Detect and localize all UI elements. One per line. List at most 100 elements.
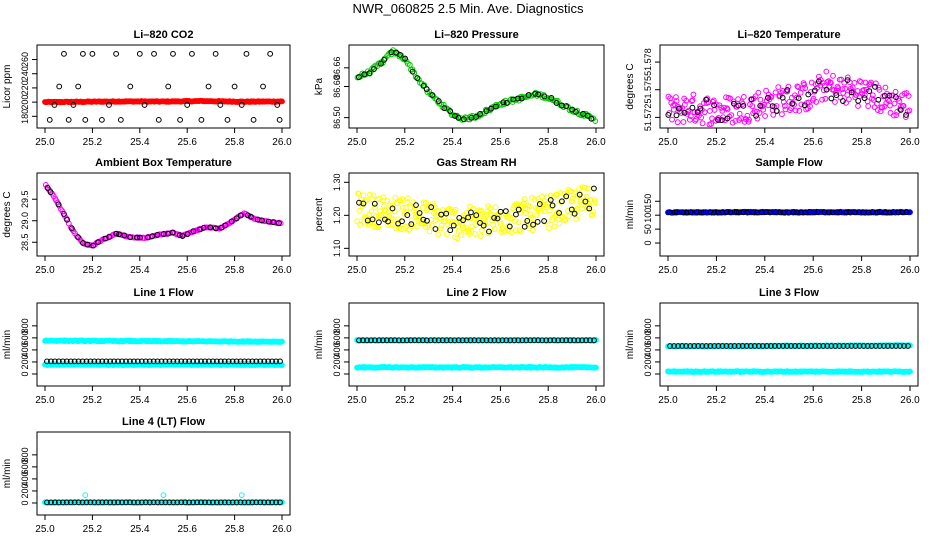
data-point: [538, 193, 545, 200]
data-point: [238, 102, 245, 108]
data-point: [515, 219, 522, 226]
data-point: [886, 209, 893, 216]
data-point: [493, 103, 499, 110]
data-point: [205, 83, 212, 90]
data-point: [718, 104, 725, 111]
data-point: [449, 218, 456, 225]
data-point: [506, 223, 513, 230]
data-point: [151, 50, 157, 57]
data-point: [63, 499, 70, 506]
data-point: [84, 241, 91, 248]
data-point: [415, 337, 422, 344]
data-point: [588, 115, 595, 122]
x-tick-label: 25.4: [755, 137, 775, 148]
data-point: [798, 101, 805, 108]
data-point: [515, 95, 521, 102]
series-sample-flow-samples-: [666, 208, 910, 216]
data-point: [749, 103, 756, 109]
data-point: [531, 337, 538, 344]
data-point: [366, 191, 373, 198]
y-tick-label: 400: [20, 342, 30, 357]
data-point: [763, 343, 770, 349]
data-point: [429, 222, 435, 229]
data-point: [573, 216, 580, 222]
y-axis-label: ml/min: [625, 330, 636, 359]
data-point: [228, 218, 235, 225]
data-point: [424, 217, 430, 224]
data-point: [556, 220, 563, 227]
data-point: [497, 208, 504, 215]
data-point: [222, 222, 229, 229]
data-point: [544, 200, 551, 207]
plot-frame: [36, 431, 291, 516]
data-point: [828, 80, 834, 86]
data-point: [532, 204, 539, 211]
data-point: [792, 343, 798, 349]
data-point: [138, 358, 145, 365]
data-point: [71, 499, 78, 506]
data-point: [891, 100, 898, 107]
series-line-3-black-row: [667, 343, 911, 349]
data-point: [755, 343, 762, 349]
data-point: [399, 196, 406, 202]
data-point: [687, 343, 694, 349]
data-point: [99, 499, 106, 506]
data-point: [861, 92, 868, 99]
plot-frame: [36, 44, 291, 129]
data-point: [473, 212, 480, 219]
data-point: [670, 106, 677, 113]
data-point: [89, 50, 96, 57]
data-point: [142, 499, 149, 506]
data-point: [368, 337, 374, 344]
data-point: [435, 337, 442, 344]
data-point: [409, 66, 416, 73]
data-point: [363, 197, 370, 204]
data-point: [900, 102, 907, 109]
data-point: [592, 199, 599, 206]
data-point: [213, 499, 220, 506]
data-point: [375, 219, 382, 226]
data-point: [427, 337, 434, 344]
data-point: [385, 218, 391, 225]
x-tick-label: 25.4: [130, 265, 150, 276]
data-point: [182, 358, 189, 365]
data-point: [60, 211, 67, 217]
data-point: [71, 358, 78, 365]
data-point: [372, 337, 378, 344]
data-point: [892, 343, 899, 349]
y-axis-label: percent: [314, 198, 325, 232]
data-point: [535, 337, 542, 344]
data-point: [136, 50, 143, 57]
data-point: [744, 209, 751, 216]
y-tick-label: 50: [643, 224, 653, 234]
data-point: [754, 115, 761, 122]
x-tick-label: 25.2: [83, 265, 103, 276]
plot-area: [665, 68, 913, 127]
x-tick-label: 25.6: [177, 137, 197, 148]
x-tick-label: 25.0: [347, 265, 367, 276]
plot-area: [42, 492, 285, 506]
data-point: [447, 218, 454, 225]
data-point: [198, 116, 205, 123]
chart-title: Line 1 Flow: [134, 287, 194, 299]
data-point: [780, 343, 786, 349]
data-point: [892, 94, 899, 100]
data-point: [123, 499, 129, 506]
data-point: [477, 111, 483, 117]
y-tick-label: 800: [332, 318, 342, 333]
data-point: [369, 216, 376, 223]
data-point: [736, 110, 743, 117]
data-point: [547, 337, 554, 344]
data-point: [546, 225, 552, 232]
data-point: [472, 230, 478, 237]
chart-co2: Li–820 CO2 25.0 25.2 25.4 25.6 25.8 26.0 180200…: [2, 29, 292, 148]
data-point: [48, 499, 54, 506]
data-point: [127, 499, 133, 506]
data-point: [790, 209, 797, 215]
data-point: [496, 211, 502, 218]
y-tick-label: 600: [20, 459, 30, 474]
data-point: [771, 343, 778, 349]
data-point: [882, 84, 889, 91]
data-point: [202, 358, 208, 365]
data-point: [763, 209, 769, 216]
